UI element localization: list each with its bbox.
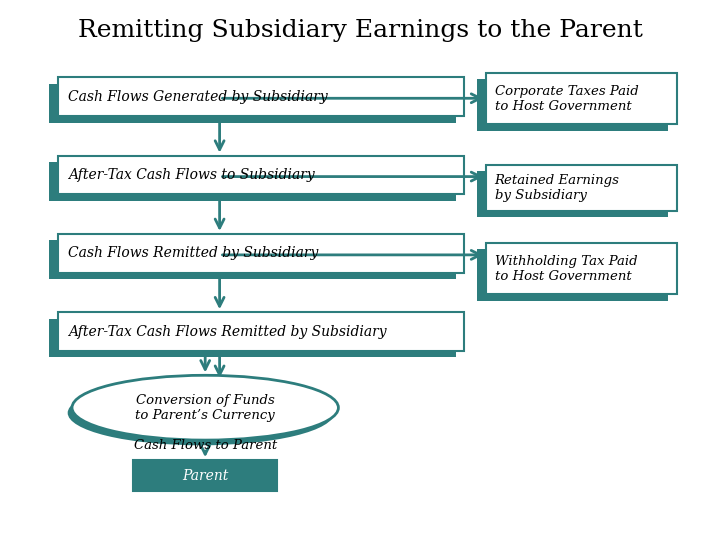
Ellipse shape — [68, 381, 334, 446]
FancyBboxPatch shape — [58, 234, 464, 273]
Text: Parent: Parent — [182, 469, 228, 483]
FancyBboxPatch shape — [58, 156, 464, 194]
FancyBboxPatch shape — [58, 312, 464, 351]
Text: Retained Earnings
by Subsidiary: Retained Earnings by Subsidiary — [495, 174, 619, 201]
FancyBboxPatch shape — [49, 319, 456, 357]
FancyBboxPatch shape — [477, 249, 668, 301]
Text: After-Tax Cash Flows to Subsidiary: After-Tax Cash Flows to Subsidiary — [68, 168, 315, 182]
FancyBboxPatch shape — [49, 84, 456, 123]
FancyBboxPatch shape — [58, 77, 464, 116]
Text: Conversion of Funds
to Parent’s Currency: Conversion of Funds to Parent’s Currency — [135, 394, 275, 422]
FancyBboxPatch shape — [477, 171, 668, 217]
Ellipse shape — [72, 375, 338, 440]
FancyBboxPatch shape — [486, 73, 677, 124]
Text: Withholding Tax Paid
to Host Government: Withholding Tax Paid to Host Government — [495, 255, 637, 282]
FancyBboxPatch shape — [486, 243, 677, 294]
Text: Cash Flows Remitted by Subsidiary: Cash Flows Remitted by Subsidiary — [68, 246, 319, 260]
FancyBboxPatch shape — [49, 240, 456, 279]
FancyBboxPatch shape — [133, 460, 277, 491]
Text: Cash Flows to Parent: Cash Flows to Parent — [134, 439, 276, 452]
FancyBboxPatch shape — [477, 79, 668, 131]
Text: Remitting Subsidiary Earnings to the Parent: Remitting Subsidiary Earnings to the Par… — [78, 19, 642, 42]
Text: After-Tax Cash Flows Remitted by Subsidiary: After-Tax Cash Flows Remitted by Subsidi… — [68, 325, 387, 339]
Text: Cash Flows Generated by Subsidiary: Cash Flows Generated by Subsidiary — [68, 90, 328, 104]
FancyBboxPatch shape — [486, 165, 677, 211]
FancyBboxPatch shape — [49, 162, 456, 201]
Text: Corporate Taxes Paid
to Host Government: Corporate Taxes Paid to Host Government — [495, 85, 639, 112]
